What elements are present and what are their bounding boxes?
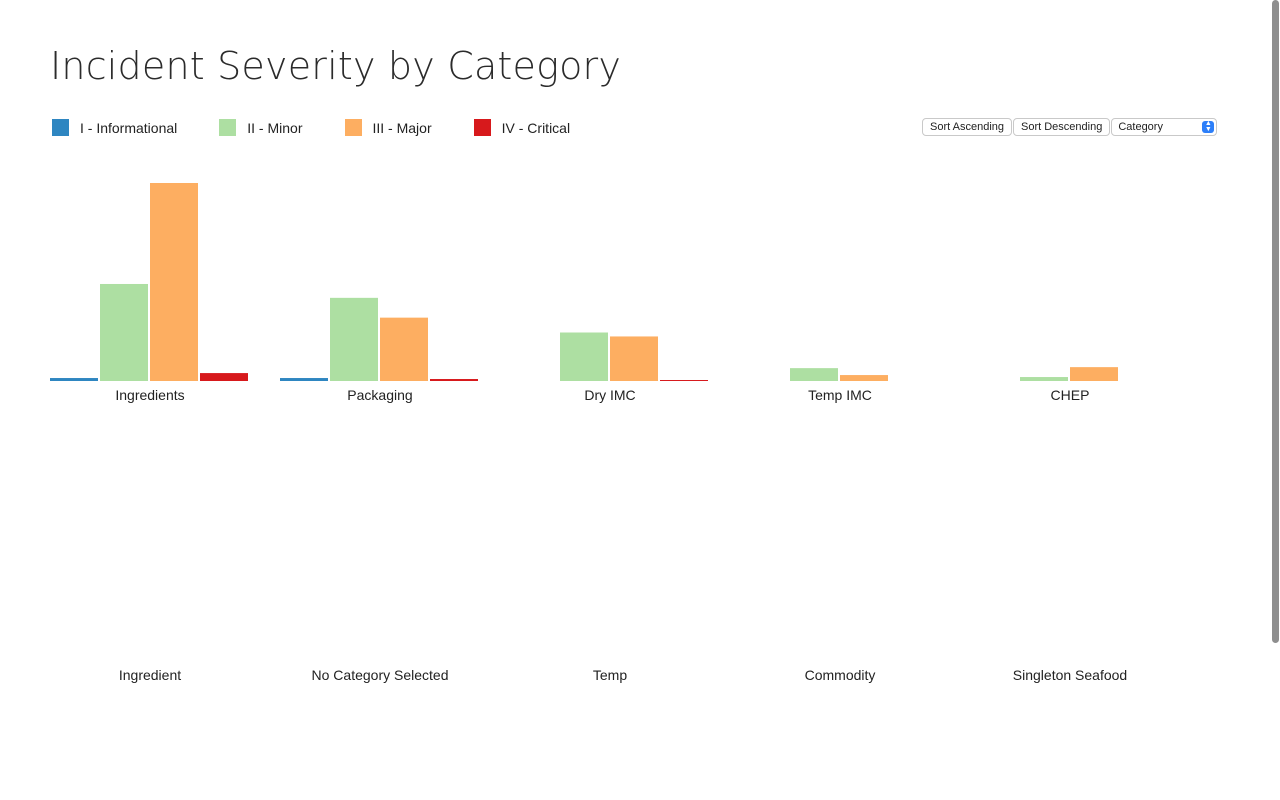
chart-title: Incident Severity by Category [50, 44, 622, 88]
legend-label-major: III - Major [372, 119, 432, 136]
bar-chep-series-2[interactable] [1020, 377, 1068, 381]
sort-ascending-button[interactable]: Sort Ascending [922, 118, 1012, 136]
sort-field-select[interactable]: Category ▲ ▼ [1111, 118, 1218, 136]
legend-item-major: III - Major [344, 119, 432, 136]
legend-label-minor: II - Minor [247, 119, 303, 136]
bar-dry-imc-series-2[interactable] [560, 332, 608, 381]
category-label-ingredients: Ingredients [115, 387, 184, 403]
chevron-up-down-icon: ▲ ▼ [1202, 120, 1215, 133]
category-label-dry-imc: Dry IMC [584, 387, 635, 403]
bar-packaging-series-1[interactable] [280, 378, 328, 381]
legend: I - Informational II - Minor III - Major… [52, 119, 612, 136]
category-label-commodity: Commodity [805, 667, 876, 683]
legend-label-critical: IV - Critical [501, 119, 571, 136]
category-label-singleton-seafood: Singleton Seafood [1013, 667, 1127, 683]
bar-ingredients-series-3[interactable] [150, 183, 198, 381]
bar-packaging-series-4[interactable] [430, 379, 478, 381]
legend-item-informational: I - Informational [52, 119, 177, 136]
category-label-no-category-selected: No Category Selected [312, 667, 449, 683]
bar-ingredients-series-4[interactable] [200, 373, 248, 381]
bar-packaging-series-2[interactable] [330, 297, 378, 381]
legend-swatch-minor [219, 119, 237, 136]
sort-field-value: Category [1118, 121, 1163, 133]
category-label-packaging: Packaging [347, 387, 412, 403]
sort-controls: Sort Ascending Sort Descending Category … [922, 118, 1218, 136]
legend-label-informational: I - Informational [80, 119, 178, 136]
scrollbar-thumb[interactable] [1272, 0, 1279, 643]
bar-dry-imc-series-4[interactable] [660, 380, 708, 381]
bar-packaging-series-3[interactable] [380, 317, 428, 381]
category-label-temp-imc: Temp IMC [808, 387, 872, 403]
legend-swatch-informational [52, 119, 69, 136]
sort-descending-button[interactable]: Sort Descending [1013, 118, 1111, 136]
legend-swatch-critical [473, 119, 491, 136]
legend-item-critical: IV - Critical [473, 119, 571, 136]
bar-ingredients-series-1[interactable] [50, 378, 98, 381]
category-label-ingredient: Ingredient [119, 667, 181, 683]
bar-chep-series-3[interactable] [1070, 367, 1118, 381]
legend-item-minor: II - Minor [219, 119, 303, 136]
category-label-chep: CHEP [1051, 387, 1090, 403]
bar-temp-imc-series-2[interactable] [790, 368, 838, 381]
bar-dry-imc-series-3[interactable] [610, 336, 658, 381]
category-label-temp: Temp [593, 667, 627, 683]
bar-chart: Ingredients Packaging Dry IMC Temp IMC CHEP I… [50, 183, 1127, 683]
bar-temp-imc-series-3[interactable] [840, 375, 888, 381]
bar-ingredients-series-2[interactable] [100, 283, 148, 381]
legend-swatch-major [344, 119, 362, 136]
